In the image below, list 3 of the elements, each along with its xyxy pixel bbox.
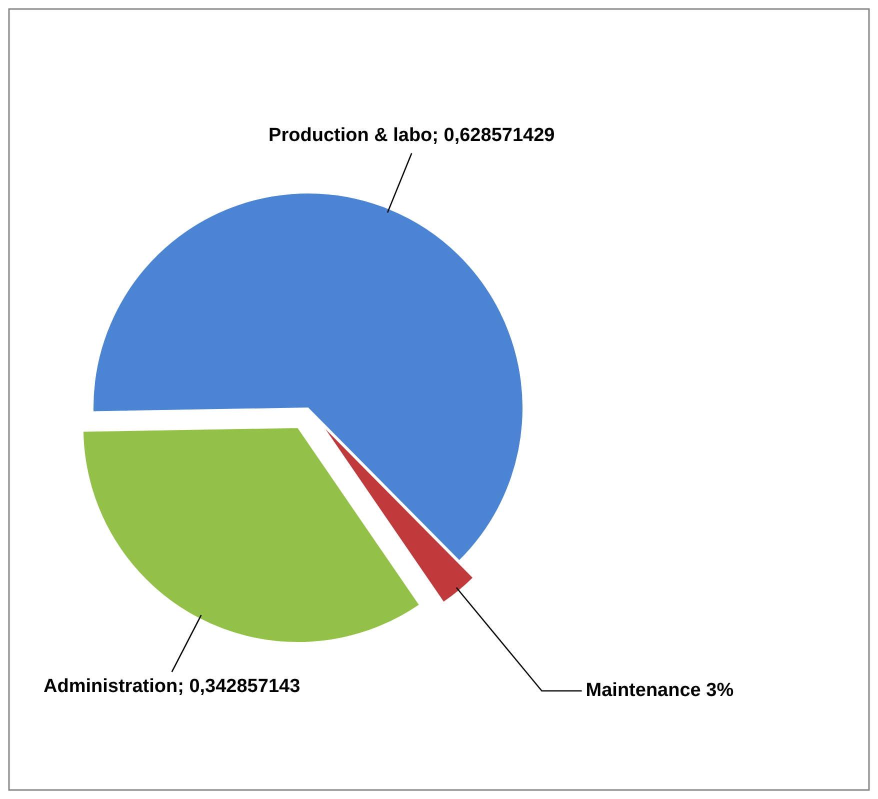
slice-label: Production & labo; 0,628571429 <box>268 124 555 148</box>
slice-label: Administration; 0,342857143 <box>44 674 300 699</box>
slice-label: Maintenance 3% <box>586 678 734 703</box>
